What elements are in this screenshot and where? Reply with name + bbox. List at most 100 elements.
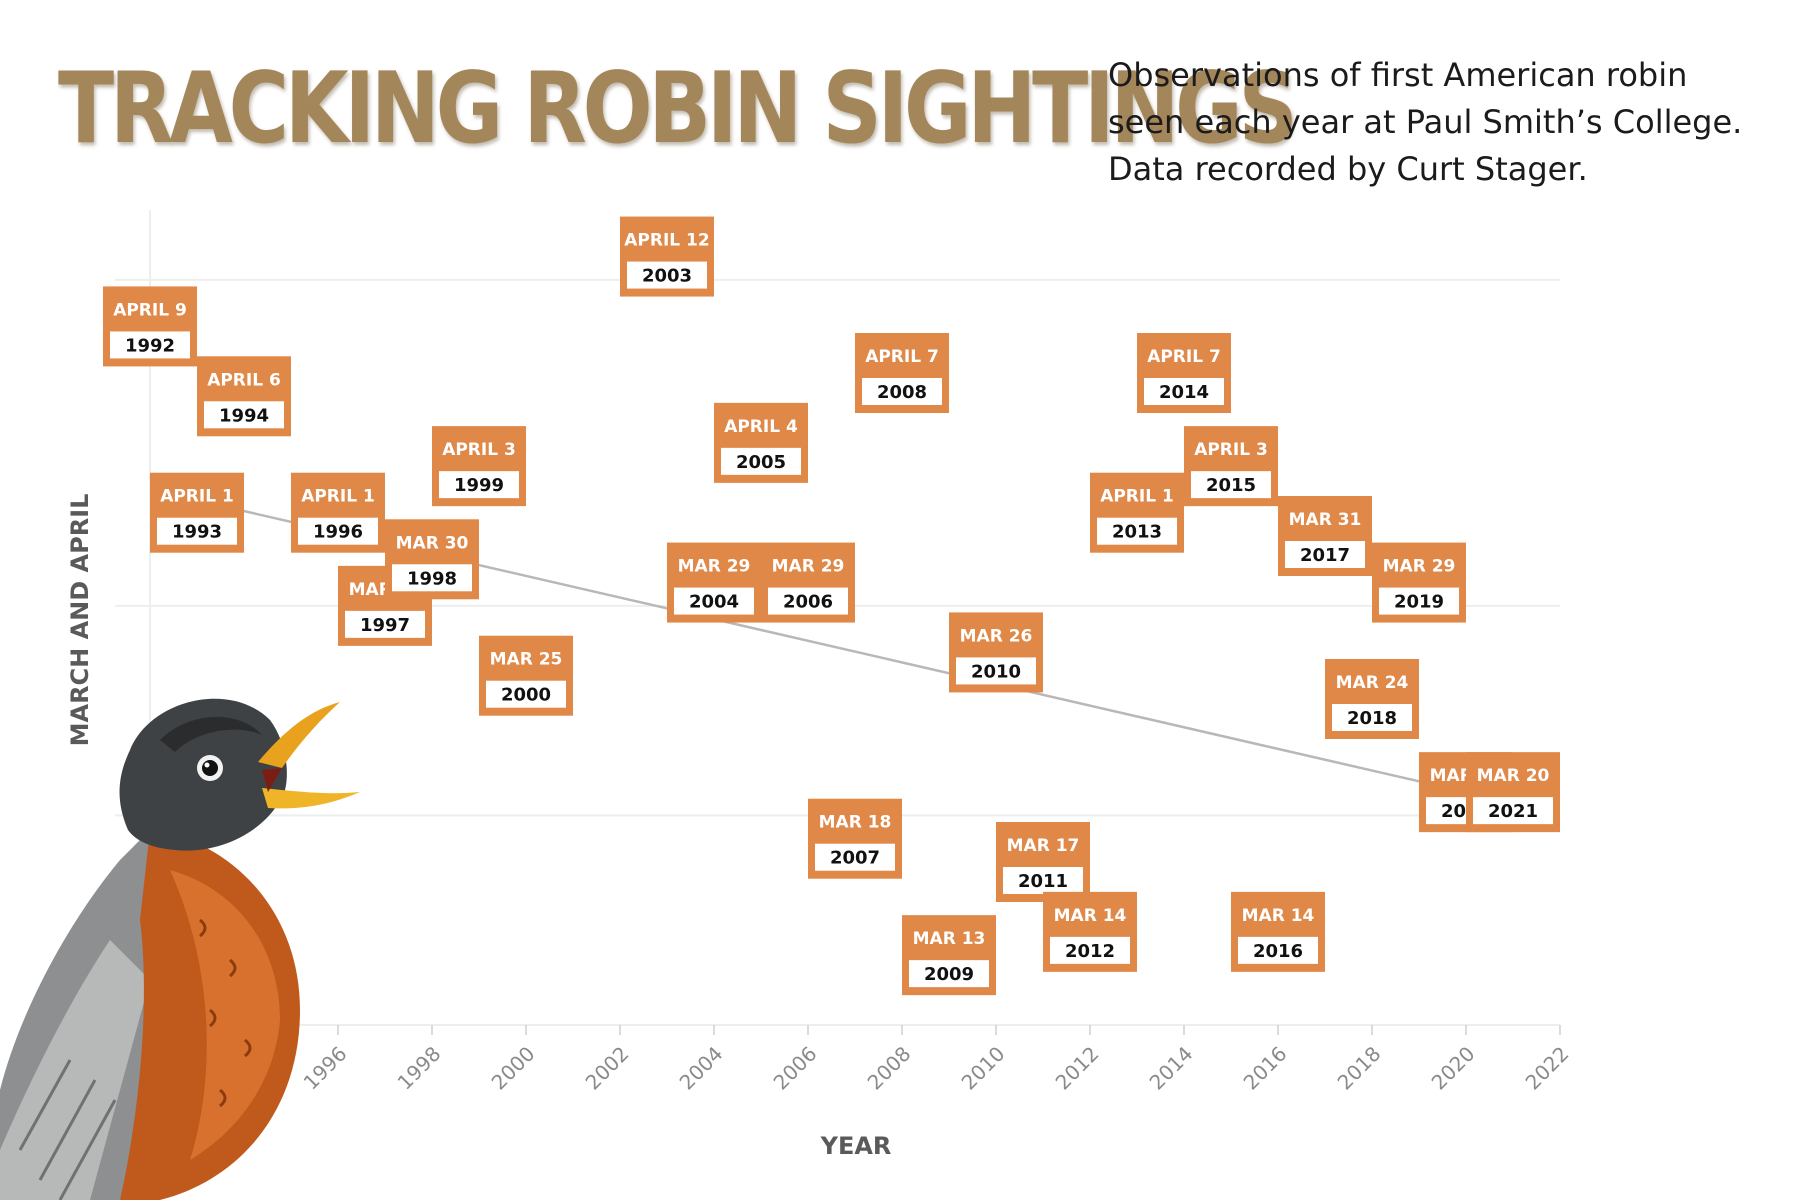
year-box: [674, 587, 754, 615]
year-label: 1997: [360, 615, 410, 636]
year-label: 1992: [125, 335, 175, 356]
date-label: MAR 29: [772, 557, 845, 577]
date-label: MAR 31: [1289, 510, 1362, 530]
year-label: 2016: [1253, 941, 1303, 962]
year-box: [1332, 704, 1412, 731]
year-label: 2014: [1159, 382, 1209, 403]
x-tick-label: 2004: [675, 1042, 728, 1095]
year-box: [1144, 378, 1224, 405]
year-box: [768, 587, 848, 615]
sighting-label: MAR 29 2006: [761, 542, 855, 623]
year-label: 2017: [1300, 545, 1350, 566]
chart-subtitle: Observations of first American robin see…: [1108, 52, 1788, 193]
sighting-label: APRIL 1 1996: [291, 472, 385, 553]
x-tick-label: 2012: [1051, 1042, 1104, 1095]
year-box: [1050, 936, 1130, 964]
year-box: [204, 401, 284, 429]
sighting-label: MAR 29 2004: [667, 542, 761, 623]
date-label: MAR 26: [960, 626, 1033, 646]
date-label: APRIL 1: [1100, 487, 1174, 507]
year-box: [1097, 517, 1177, 545]
year-box: [298, 517, 378, 545]
year-box: [1238, 936, 1318, 964]
year-label: 2018: [1347, 708, 1397, 729]
date-label: APRIL 4: [724, 417, 798, 437]
y-axis-title: MARCH AND APRIL: [66, 494, 94, 747]
sighting-label: APRIL 7 2014: [1137, 333, 1231, 413]
sighting-label: APRIL 7 2008: [855, 333, 949, 413]
date-label: APRIL 7: [865, 347, 939, 367]
sighting-label: MAR 14 2012: [1043, 891, 1137, 972]
date-label: MAR 25: [490, 650, 563, 670]
x-tick-label: 2014: [1145, 1042, 1198, 1095]
sighting-label: APRIL 12 2003: [620, 216, 714, 297]
date-label: MAR 17: [1007, 836, 1080, 856]
date-label: APRIL 12: [624, 231, 709, 251]
year-label: 2000: [501, 685, 551, 706]
date-label: APRIL 9: [113, 300, 187, 320]
year-box: [815, 843, 895, 871]
date-label: MAR 14: [1242, 906, 1315, 926]
year-label: 2013: [1112, 522, 1162, 543]
x-tick-label: 2016: [1239, 1042, 1292, 1095]
date-label: MAR 30: [396, 533, 469, 553]
year-box: [862, 378, 942, 405]
year-box: [1191, 471, 1271, 499]
sighting-label: MAR 30 1998: [385, 519, 479, 600]
sighting-label: MAR 20 2021: [1466, 752, 1560, 833]
year-label: 1998: [407, 568, 457, 589]
subtitle-line: Data recorded by Curt Stager.: [1108, 150, 1588, 188]
american-robin-icon: [0, 698, 360, 1200]
year-box: [110, 331, 190, 359]
subtitle-line: Observations of first American robin: [1108, 56, 1688, 94]
sighting-label: MAR 18 2007: [808, 798, 902, 879]
date-label: APRIL 1: [160, 487, 234, 507]
year-box: [1003, 867, 1083, 894]
x-tick-label: 2010: [957, 1042, 1010, 1095]
date-label: MAR 13: [913, 929, 986, 949]
year-label: 2009: [924, 964, 974, 985]
sighting-label: APRIL 1 1993: [150, 472, 244, 553]
year-label: 2010: [971, 661, 1021, 682]
x-tick-label: 2008: [863, 1042, 916, 1095]
x-tick-label: 2022: [1521, 1042, 1574, 1095]
year-box: [721, 447, 801, 475]
sighting-label: MAR 24 2018: [1325, 659, 1419, 739]
date-label: MAR 14: [1054, 906, 1127, 926]
year-box: [909, 960, 989, 988]
sighting-label: MAR 25 2000: [479, 635, 573, 716]
year-label: 2015: [1206, 475, 1256, 496]
year-box: [157, 517, 237, 545]
x-tick-label: 2000: [487, 1042, 540, 1095]
year-box: [392, 564, 472, 592]
year-box: [1473, 797, 1553, 825]
year-label: 1996: [313, 522, 363, 543]
date-label: APRIL 3: [442, 440, 516, 460]
x-axis-title: YEAR: [820, 1132, 892, 1160]
year-label: 2007: [830, 848, 880, 869]
year-label: 2008: [877, 382, 927, 403]
sighting-label: MAR 13 2009: [902, 915, 996, 996]
year-box: [956, 657, 1036, 685]
year-label: 1999: [454, 475, 504, 496]
sighting-label: APRIL 1 2013: [1090, 472, 1184, 553]
sighting-label: APRIL 3 2015: [1184, 426, 1278, 507]
year-box: [1285, 541, 1365, 568]
sighting-label: APRIL 6 1994: [197, 356, 291, 437]
sighting-label: APRIL 3 1999: [432, 426, 526, 507]
x-tick-label: 2018: [1333, 1042, 1386, 1095]
year-label: 2019: [1394, 592, 1444, 613]
year-box: [439, 471, 519, 499]
year-label: 2021: [1488, 801, 1538, 822]
year-box: [1379, 587, 1459, 615]
sighting-label: MAR 31 2017: [1278, 496, 1372, 576]
sighting-label: MAR 17 2011: [996, 822, 1090, 902]
x-tick-label: 2020: [1427, 1042, 1480, 1095]
year-box: [486, 680, 566, 708]
year-box: [627, 261, 707, 289]
date-label: APRIL 7: [1147, 347, 1221, 367]
year-label: 2006: [783, 592, 833, 613]
date-label: MAR 24: [1336, 673, 1409, 693]
date-label: APRIL 6: [207, 370, 281, 390]
